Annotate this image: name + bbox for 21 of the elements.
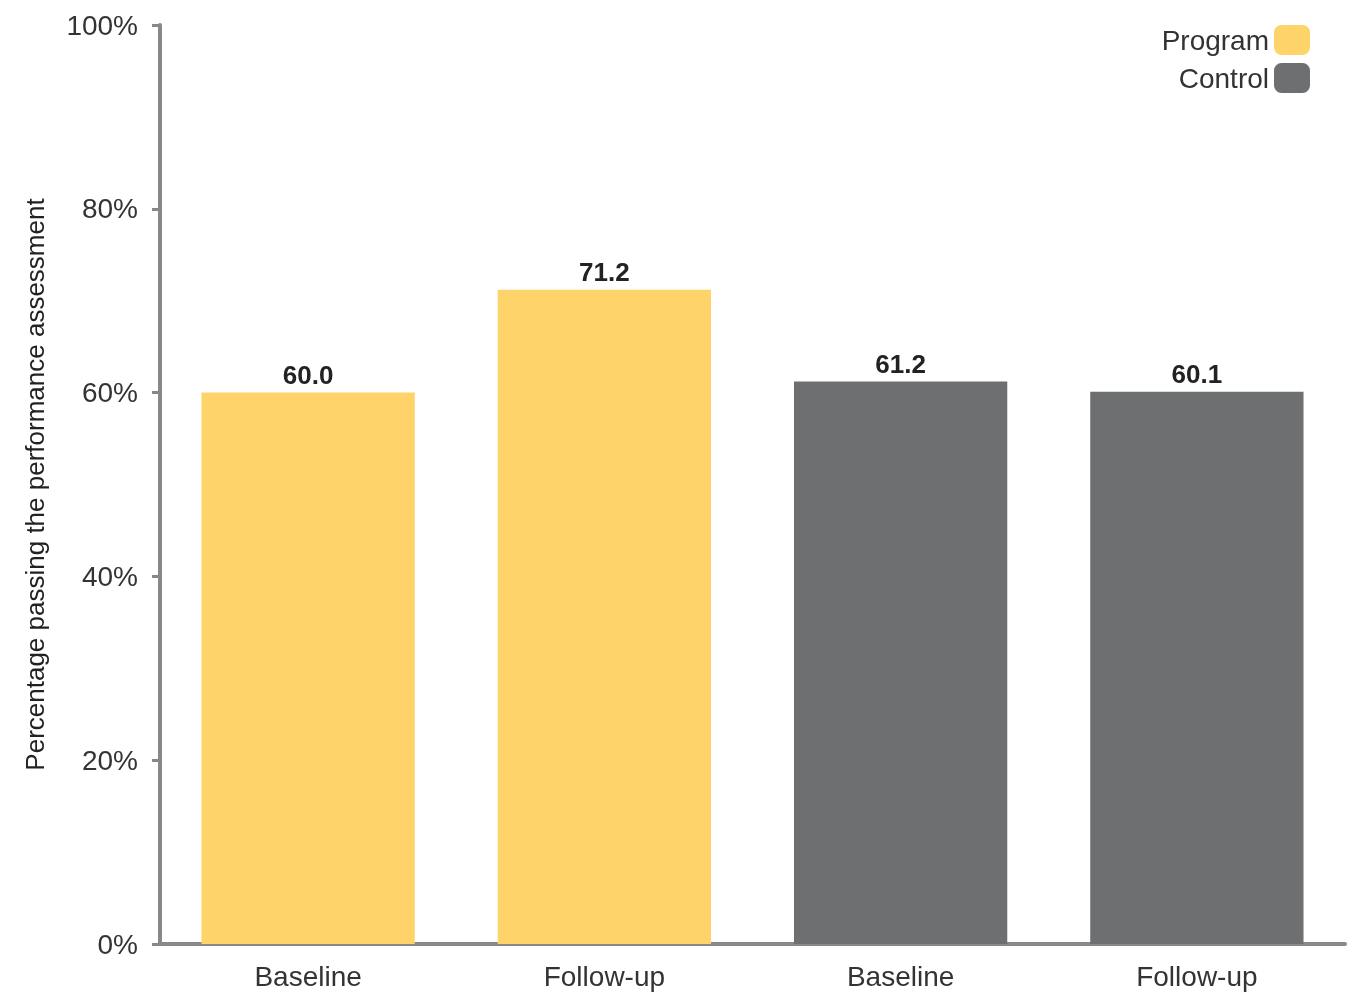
data-label: 60.1	[1171, 358, 1223, 389]
x-tick-label: Baseline	[254, 960, 362, 992]
data-label: 71.2	[579, 256, 630, 287]
y-tick-label: 100%	[66, 9, 138, 41]
legend-label: Control	[1178, 62, 1269, 94]
bar	[497, 289, 712, 944]
y-tick-label: 80%	[81, 193, 138, 225]
y-tick-label: 60%	[81, 377, 138, 409]
y-axis-title: Percentage passing the performance assessment	[20, 197, 50, 771]
bar	[793, 381, 1008, 944]
bar	[201, 392, 415, 944]
y-tick-label: 40%	[81, 560, 138, 592]
x-tick-label: Follow-up	[1136, 960, 1258, 992]
y-tick-label: 20%	[81, 744, 138, 776]
bar	[1090, 391, 1304, 944]
x-tick-label: Follow-up	[543, 960, 666, 992]
y-tick-label: 0%	[97, 928, 138, 960]
legend-label: Program	[1161, 24, 1269, 56]
x-tick-label: Baseline	[846, 960, 955, 992]
data-label: 61.2	[875, 348, 926, 379]
data-label: 60.0	[282, 359, 334, 390]
